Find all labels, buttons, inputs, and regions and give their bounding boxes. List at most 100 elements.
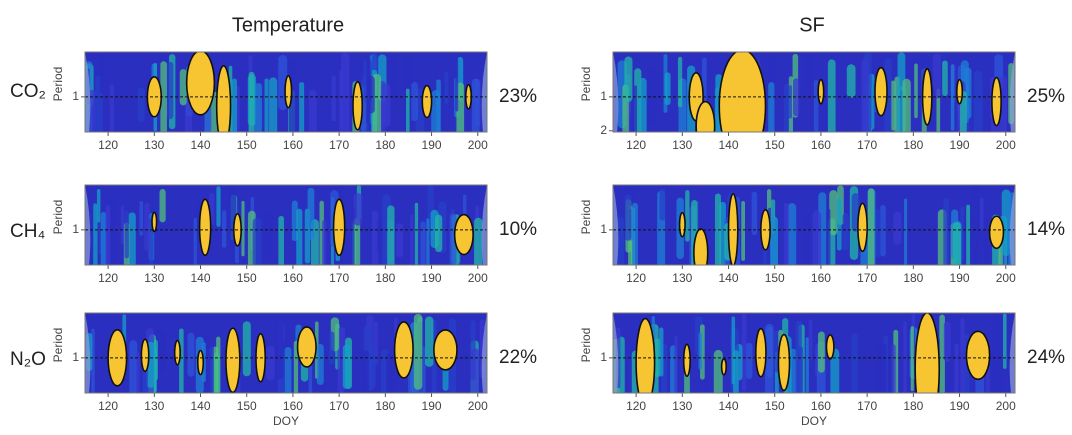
significant-region [678,211,686,238]
y-axis-label: Period [51,200,65,235]
x-tick-label: 170 [857,138,877,152]
heatmap-stripe [241,200,245,257]
heatmap-stripe [851,333,858,393]
y-tick-label: 1 [72,350,79,364]
x-tick-label: 190 [422,138,442,152]
significant-region [914,313,941,393]
significant-region [991,76,1002,127]
x-tick-label: 120 [98,138,118,152]
heatmap-stripe [713,349,723,393]
x-tick-label: 130 [144,399,164,413]
x-tick-label: 160 [811,138,831,152]
heatmap-stripe [677,56,683,108]
significant-region [857,202,868,253]
panel-frame [612,51,1016,133]
heatmap-stripe [960,318,965,393]
x-tick-label: 160 [283,138,303,152]
heatmap-stripe [804,213,810,265]
heatmap-stripe [309,89,317,132]
x-axis-label: DOY [273,414,299,428]
heatmap-stripe [341,52,350,132]
heatmap [85,313,487,393]
heatmap-stripe [808,319,813,360]
cone-right [1009,52,1015,132]
cone-left [613,52,619,132]
x-tick-label: 180 [903,271,923,285]
heatmap-stripe [278,215,285,265]
heatmap-stripe [129,340,138,393]
x-tick-label: 150 [765,271,785,285]
x-tick-label: 120 [626,138,646,152]
heatmap-stripe [322,220,327,265]
heatmap-stripe [842,213,849,251]
heatmap-stripe [836,197,842,251]
heatmap-stripe [818,331,825,373]
heatmap-stripe [187,332,195,377]
significant-region [693,228,709,265]
heatmap-stripe [952,221,961,265]
cone-left [85,52,91,132]
heatmap-stripe [307,187,315,240]
x-tick-label: 130 [144,271,164,285]
significant-region [173,339,181,366]
heatmap-stripe [903,321,907,393]
x-tick-label: 130 [672,399,692,413]
heatmap-stripe [827,59,836,132]
x-tick-label: 150 [765,399,785,413]
heatmap-stripe [274,322,284,380]
heatmap-stripe [159,189,166,223]
y-axis-label: Period [51,67,65,102]
heatmap-stripe [745,342,753,379]
x-tick-label: 190 [422,399,442,413]
x-axis-label: DOY [801,414,827,428]
heatmap-stripe [396,223,404,258]
heatmap-stripe [367,75,375,114]
heatmap-stripe [867,188,875,265]
heatmap-stripe [966,204,971,265]
cone-right [481,313,487,393]
heatmap-stripe [269,77,278,132]
heatmap-stripe [902,78,911,132]
heatmap-stripe [932,53,941,99]
wavelet-panel: 1 120 130 140 150 160 170 180 190 200 Period 14% [579,184,1065,285]
x-tick-label: 160 [283,399,303,413]
x-tick-label: 190 [422,271,442,285]
x-tick-label: 190 [950,138,970,152]
significant-region [198,198,212,257]
x-tick-label: 180 [903,138,923,152]
y-tick-label: 1 [72,89,79,103]
heatmap-stripe [639,77,647,132]
significant-region [635,317,656,393]
heatmap-stripe [470,348,480,393]
heatmap-stripe [293,340,299,393]
x-tick-label: 160 [811,271,831,285]
x-tick-label: 150 [237,399,257,413]
heatmap [613,313,1015,393]
heatmap-stripe [972,215,978,265]
heatmap-stripe [231,78,237,132]
cone-right [481,185,487,265]
x-tick-label: 200 [468,138,488,152]
heatmap-stripe [414,202,419,265]
x-tick-label: 160 [283,271,303,285]
heatmap-stripe [992,314,1002,393]
heatmap-stripe [363,350,369,393]
heatmap-stripe [128,212,136,265]
column-title: SF [799,14,825,36]
y-axis-label: Period [51,328,65,363]
heatmap-stripe [105,205,111,265]
heatmap-stripe [474,217,483,265]
heatmap [85,52,487,132]
heatmap-stripe [381,83,391,128]
significant-region [393,321,414,379]
heatmap-stripe [714,193,721,265]
annotation: 10% [499,219,537,240]
annotation: 22% [499,347,537,368]
heatmap-stripe [659,327,664,377]
heatmap-stripe [751,191,758,235]
heatmap-stripe [829,190,838,236]
heatmap-stripe [124,210,129,259]
significant-region [185,52,216,116]
heatmap-stripe [826,208,831,265]
